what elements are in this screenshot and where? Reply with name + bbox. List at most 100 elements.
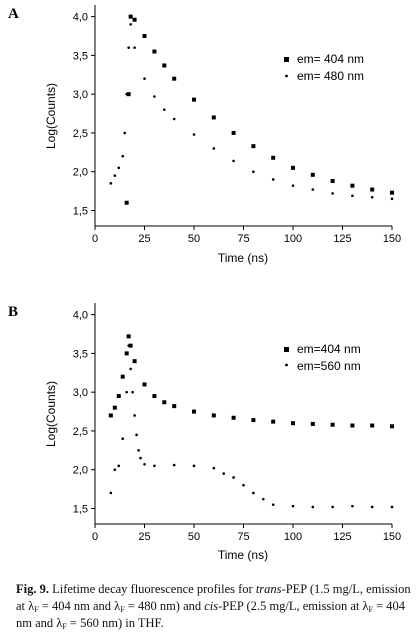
- x-axis-label-a: Time (ns): [218, 251, 268, 265]
- caption-sub-1: F: [34, 605, 39, 614]
- data-point-a-series-2: [163, 108, 166, 111]
- data-point-b-series-2: [143, 462, 146, 466]
- y-axis-label-b: Log(Counts): [44, 381, 58, 447]
- data-point-a-series-2: [117, 166, 121, 170]
- data-point-a-series-2: [192, 133, 196, 136]
- caption-sub-3: F: [368, 605, 373, 614]
- x-tick-label-b: 75: [237, 531, 249, 543]
- x-tick-label-a: 100: [284, 233, 302, 245]
- legend-label-b-2: em=560 nm: [297, 359, 361, 373]
- caption-sub-2: F: [120, 605, 125, 614]
- data-point-b-series-2: [127, 344, 130, 347]
- x-tick-label-b: 150: [383, 531, 401, 543]
- data-point-b-series-2: [192, 464, 196, 468]
- data-point-a-series-2: [109, 182, 113, 185]
- data-point-b-series-2: [262, 497, 265, 501]
- data-point-a-series-1: [142, 34, 147, 39]
- data-point-a-series-2: [121, 154, 125, 158]
- x-tick-label-b: 100: [284, 531, 302, 543]
- data-point-b-series-2: [311, 505, 315, 509]
- y-tick-label-b: 4,0: [73, 310, 88, 322]
- data-point-a-series-2: [129, 23, 132, 26]
- y-tick-label-b: 2,0: [73, 465, 88, 477]
- data-point-b-series-1: [108, 413, 113, 418]
- legend-marker-dot-a: [285, 74, 288, 78]
- data-point-a-series-1: [291, 165, 295, 170]
- caption-text-3: = 404 nm and λ: [38, 599, 121, 613]
- data-point-b-series-1: [211, 413, 216, 418]
- data-point-a-series-1: [271, 155, 276, 160]
- data-point-a-series-2: [271, 178, 275, 181]
- data-point-b-series-1: [192, 409, 196, 414]
- panel-label-a: A: [8, 6, 19, 22]
- data-point-b-series-2: [129, 367, 132, 371]
- data-point-a-series-2: [113, 174, 117, 177]
- data-point-a-series-2: [172, 117, 176, 121]
- data-marks-a: [109, 14, 394, 205]
- legend-label-a-2: em= 480 nm: [297, 69, 364, 83]
- legend-marker-square-b: [284, 347, 289, 352]
- figure-caption: Fig. 9. Lifetime decay fluorescence prof…: [16, 581, 416, 632]
- data-point-a-series-1: [162, 63, 167, 68]
- data-point-b-series-2: [252, 491, 255, 495]
- y-tick-label-b: 2,5: [73, 426, 88, 438]
- legend-b: em=404 nm em=560 nm: [284, 342, 361, 373]
- data-point-a-series-1: [310, 172, 315, 177]
- data-point-a-series-1: [192, 97, 196, 102]
- data-point-a-series-2: [143, 77, 146, 80]
- data-point-a-series-2: [123, 131, 126, 135]
- data-point-a-series-2: [370, 196, 374, 199]
- data-point-b-series-2: [131, 390, 134, 394]
- x-tick-label-a: 150: [383, 233, 401, 245]
- caption-fig-label: Fig. 9.: [16, 582, 49, 596]
- data-point-b-series-1: [271, 419, 276, 424]
- data-point-b-series-1: [330, 422, 335, 427]
- data-point-a-series-1: [370, 187, 375, 192]
- data-point-a-series-1: [124, 200, 129, 205]
- data-point-a-series-1: [211, 115, 216, 120]
- data-point-b-series-2: [242, 483, 245, 487]
- caption-cis: cis: [204, 599, 219, 613]
- x-tick-label-a: 25: [138, 233, 150, 245]
- y-tick-label-a: 3,0: [73, 89, 88, 101]
- data-point-b-series-1: [310, 421, 315, 426]
- chart-panel-b: B 0 25 50 75 100 125 150 1,5 2,0 2,5 3,0 3,5 4,0 Ti…: [8, 303, 401, 562]
- data-point-b-series-2: [133, 414, 136, 417]
- data-point-b-series-1: [128, 343, 133, 348]
- data-point-b-series-1: [162, 400, 167, 405]
- data-point-b-series-1: [370, 423, 375, 428]
- x-tick-label-b: 50: [188, 531, 200, 543]
- data-point-b-series-2: [153, 464, 156, 468]
- data-point-a-series-1: [251, 144, 256, 149]
- data-point-b-series-1: [116, 394, 121, 399]
- y-tick-label-a: 4,0: [73, 12, 88, 24]
- data-point-b-series-2: [137, 449, 140, 452]
- data-marks-b: [108, 334, 394, 509]
- y-axis-label-a: Log(Counts): [44, 83, 58, 149]
- data-point-a-series-1: [231, 130, 236, 135]
- data-point-a-series-2: [153, 95, 156, 98]
- data-point-b-series-1: [231, 415, 236, 420]
- y-tick-label-a: 2,5: [73, 128, 88, 140]
- x-axis-label-b: Time (ns): [218, 548, 268, 562]
- legend-label-a-1: em= 404 nm: [297, 52, 364, 66]
- data-point-a-series-2: [127, 46, 130, 49]
- data-point-b-series-2: [351, 504, 354, 508]
- data-point-a-series-2: [125, 92, 128, 96]
- data-point-b-series-2: [109, 491, 113, 495]
- y-tick-label-a: 3,5: [73, 50, 88, 62]
- data-point-b-series-1: [350, 423, 355, 428]
- data-point-b-series-1: [132, 359, 137, 364]
- x-ticks-b: 0 25 50 75 100 125 150: [92, 524, 401, 543]
- data-point-a-series-1: [330, 179, 335, 184]
- y-ticks-b: 1,5 2,0 2,5 3,0 3,5 4,0: [73, 310, 95, 515]
- data-point-a-series-1: [126, 92, 131, 97]
- data-point-b-series-2: [135, 433, 138, 437]
- data-point-a-series-1: [132, 17, 137, 22]
- data-point-b-series-2: [271, 503, 275, 506]
- data-point-a-series-2: [232, 159, 235, 163]
- data-point-b-series-2: [370, 505, 374, 509]
- x-tick-label-a: 75: [237, 233, 249, 245]
- legend-marker-dot-b: [285, 363, 288, 367]
- figure-canvas: A 0 25 50 75 100 125 150 1,5 2,0 2,5 3,0 3,5 4,0 Ti…: [8, 5, 401, 562]
